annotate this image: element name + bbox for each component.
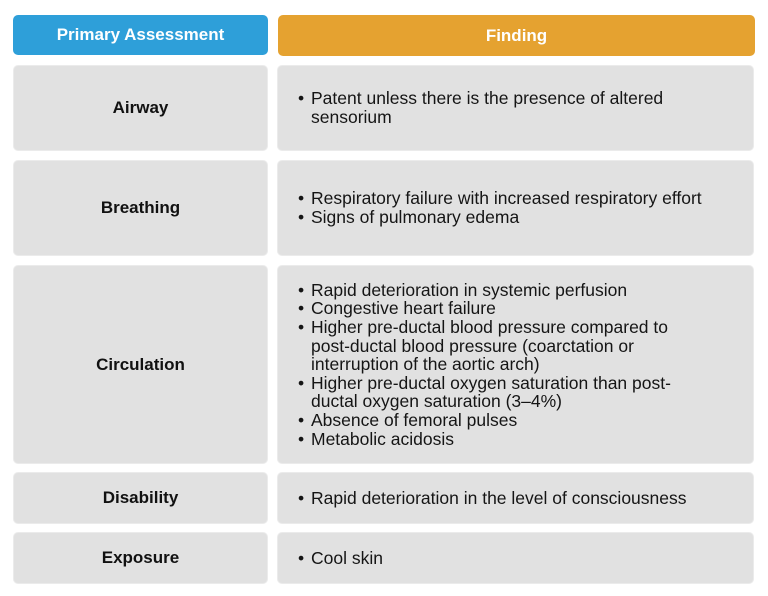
finding-item: Absence of femoral pulses [298, 411, 708, 430]
finding-list: Respiratory failure with increased respi… [298, 189, 708, 226]
finding-list: Rapid deterioration in systemic perfusio… [298, 281, 708, 448]
finding-item: Metabolic acidosis [298, 429, 708, 449]
finding-item: Higher pre-ductal blood pressure compare… [298, 318, 708, 374]
row-label-circulation: Circulation [13, 265, 268, 464]
header-primary-assessment: Primary Assessment [13, 15, 268, 55]
row-label-breathing: Breathing [13, 160, 268, 256]
row-finding-exposure: Cool skin [277, 532, 754, 584]
finding-list: Patent unless there is the presence of a… [298, 89, 698, 126]
finding-item: Higher pre-ductal oxygen saturation than… [298, 373, 708, 411]
row-label-airway: Airway [13, 65, 268, 151]
finding-list: Rapid deterioration in the level of cons… [298, 489, 748, 508]
finding-item: Respiratory failure with increased respi… [298, 189, 708, 208]
row-finding-circulation: Rapid deterioration in systemic perfusio… [277, 265, 754, 464]
row-label-disability: Disability [13, 472, 268, 524]
header-finding: Finding [278, 15, 755, 56]
row-finding-airway: Patent unless there is the presence of a… [277, 65, 754, 151]
finding-item: Patent unless there is the presence of a… [298, 89, 698, 126]
finding-item: Cool skin [298, 549, 698, 568]
row-finding-disability: Rapid deterioration in the level of cons… [277, 472, 754, 524]
finding-item: Congestive heart failure [298, 299, 708, 318]
finding-item: Signs of pulmonary edema [298, 208, 708, 227]
row-label-exposure: Exposure [13, 532, 268, 584]
row-finding-breathing: Respiratory failure with increased respi… [277, 160, 754, 256]
finding-item: Rapid deterioration in systemic perfusio… [298, 281, 708, 300]
finding-list: Cool skin [298, 549, 698, 568]
finding-item: Rapid deterioration in the level of cons… [298, 489, 748, 508]
